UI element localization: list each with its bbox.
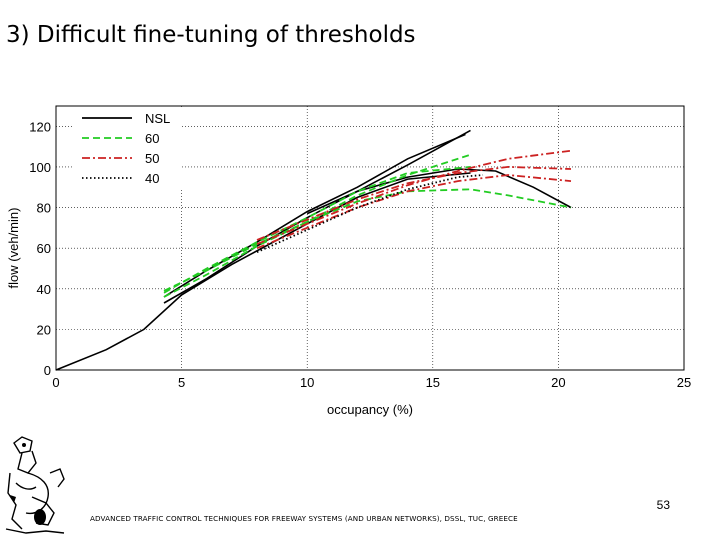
series-60: [163, 153, 572, 298]
series-line-NSL: [163, 129, 471, 304]
legend: NSL 60 50 40: [72, 108, 182, 188]
legend-label: NSL: [145, 111, 170, 126]
y-tick-label: 120: [29, 119, 51, 134]
x-tick-label: 25: [677, 375, 691, 390]
series-line-40: [256, 174, 484, 254]
series-line-60: [163, 166, 471, 294]
y-tick-label: 20: [37, 322, 51, 337]
x-tick-label: 0: [52, 375, 59, 390]
x-tick-label: 15: [426, 375, 440, 390]
legend-box: [72, 108, 182, 188]
legend-label: 60: [145, 131, 159, 146]
x-tick-label: 5: [178, 375, 185, 390]
y-tick-label: 0: [44, 363, 51, 378]
series-line-NSL: [55, 172, 471, 371]
series-line-50: [256, 165, 572, 241]
x-tick-label: 20: [551, 375, 565, 390]
y-tick-label: 40: [37, 282, 51, 297]
series-50: [256, 149, 572, 250]
legend-label: 40: [145, 171, 159, 186]
footer-text: ADVANCED TRAFFIC CONTROL TECHNIQUES FOR …: [90, 514, 518, 523]
ticks: 0 5 10 15 20 25 0 20 40 60 80 100 120: [29, 119, 691, 390]
y-tick-label: 100: [29, 160, 51, 175]
x-axis-label: occupancy (%): [327, 402, 413, 417]
y-axis-label: flow (veh/min): [6, 208, 21, 289]
series-layer: [55, 129, 572, 371]
series-line-60: [163, 188, 572, 292]
x-tick-label: 10: [300, 375, 314, 390]
series-40: [256, 174, 484, 254]
series-line-50: [256, 149, 572, 245]
page-number: 53: [656, 498, 670, 512]
university-logo: [5, 436, 65, 534]
series-line-60: [163, 153, 471, 298]
slide-title: 3) Difficult fine-tuning of thresholds: [6, 22, 416, 48]
grid: [56, 106, 684, 370]
legend-label: 50: [145, 151, 159, 166]
y-tick-label: 60: [37, 241, 51, 256]
y-tick-label: 80: [37, 201, 51, 216]
series-line-50: [256, 174, 572, 250]
